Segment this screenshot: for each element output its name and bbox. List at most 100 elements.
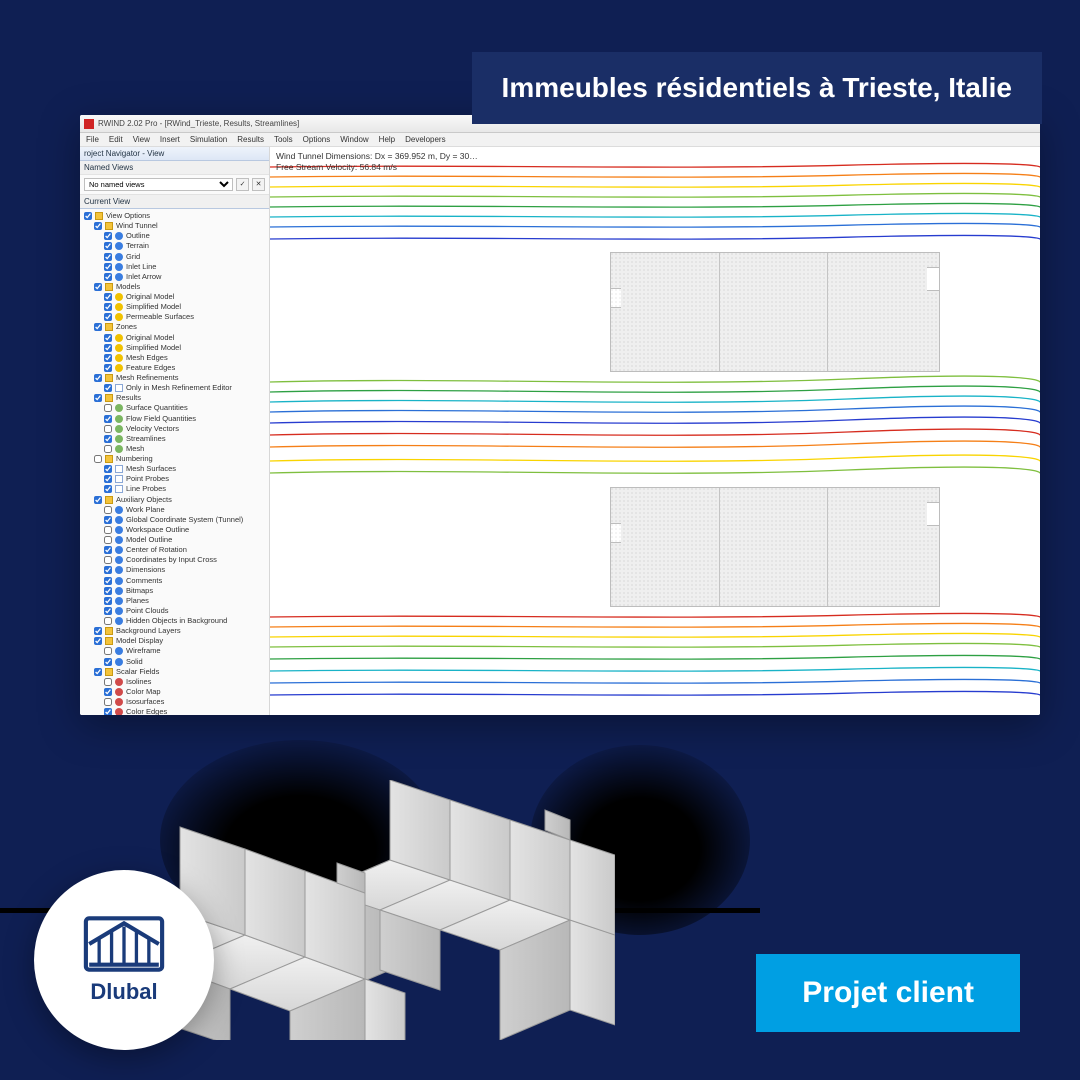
- tree-item[interactable]: Velocity Vectors: [84, 424, 267, 434]
- menu-simulation[interactable]: Simulation: [190, 135, 227, 144]
- tree-checkbox[interactable]: [104, 485, 112, 493]
- tree-checkbox[interactable]: [104, 546, 112, 554]
- menu-options[interactable]: Options: [303, 135, 331, 144]
- tree-item[interactable]: Inlet Line: [84, 262, 267, 272]
- tree-item[interactable]: Streamlines: [84, 434, 267, 444]
- tree-checkbox[interactable]: [104, 334, 112, 342]
- tree-checkbox[interactable]: [104, 232, 112, 240]
- tree-checkbox[interactable]: [94, 637, 102, 645]
- tree-item[interactable]: Workspace Outline: [84, 525, 267, 535]
- tree-item[interactable]: Mesh Surfaces: [84, 464, 267, 474]
- tree-checkbox[interactable]: [104, 526, 112, 534]
- cta-button[interactable]: Projet client: [756, 954, 1020, 1032]
- tree-checkbox[interactable]: [104, 506, 112, 514]
- menu-view[interactable]: View: [133, 135, 150, 144]
- tree-checkbox[interactable]: [104, 536, 112, 544]
- tree-checkbox[interactable]: [104, 556, 112, 564]
- named-views-delete-button[interactable]: ✕: [252, 178, 265, 191]
- tree-checkbox[interactable]: [84, 212, 92, 220]
- tree-checkbox[interactable]: [104, 313, 112, 321]
- tree-item[interactable]: Model Outline: [84, 535, 267, 545]
- tree-item[interactable]: Point Clouds: [84, 606, 267, 616]
- tree-item[interactable]: Simplified Model: [84, 343, 267, 353]
- tree-checkbox[interactable]: [104, 384, 112, 392]
- tree-checkbox[interactable]: [104, 253, 112, 261]
- tree-item[interactable]: Feature Edges: [84, 363, 267, 373]
- menu-tools[interactable]: Tools: [274, 135, 293, 144]
- tree-checkbox[interactable]: [94, 627, 102, 635]
- menu-window[interactable]: Window: [340, 135, 368, 144]
- tree-item[interactable]: Mesh Edges: [84, 353, 267, 363]
- tree-item[interactable]: Mesh: [84, 444, 267, 454]
- tree-item[interactable]: Background Layers: [84, 626, 267, 636]
- tree-checkbox[interactable]: [104, 516, 112, 524]
- tree-checkbox[interactable]: [94, 283, 102, 291]
- tree-checkbox[interactable]: [104, 273, 112, 281]
- tree-checkbox[interactable]: [104, 425, 112, 433]
- menu-developers[interactable]: Developers: [405, 135, 445, 144]
- viewport[interactable]: Wind Tunnel Dimensions: Dx = 369.952 m, …: [270, 147, 1040, 715]
- tree-checkbox[interactable]: [104, 293, 112, 301]
- tree-item[interactable]: Numbering: [84, 454, 267, 464]
- tree-item[interactable]: Model Display: [84, 636, 267, 646]
- named-views-save-button[interactable]: ✓: [236, 178, 249, 191]
- tree-item[interactable]: Permeable Surfaces: [84, 312, 267, 322]
- tree-checkbox[interactable]: [94, 222, 102, 230]
- tree-checkbox[interactable]: [104, 303, 112, 311]
- tree-item[interactable]: Wind Tunnel: [84, 221, 267, 231]
- tree-item[interactable]: Wireframe: [84, 646, 267, 656]
- tree-item[interactable]: Comments: [84, 576, 267, 586]
- tree-item[interactable]: Auxiliary Objects: [84, 495, 267, 505]
- tree-checkbox[interactable]: [104, 587, 112, 595]
- tree-item[interactable]: Original Model: [84, 292, 267, 302]
- tree-checkbox[interactable]: [94, 496, 102, 504]
- tree-item[interactable]: Global Coordinate System (Tunnel): [84, 515, 267, 525]
- tree-checkbox[interactable]: [104, 242, 112, 250]
- tree-item[interactable]: Solid: [84, 657, 267, 667]
- tree-item[interactable]: Hidden Objects in Background: [84, 616, 267, 626]
- tree-checkbox[interactable]: [104, 364, 112, 372]
- tree-checkbox[interactable]: [104, 647, 112, 655]
- tree-item[interactable]: Flow Field Quantities: [84, 414, 267, 424]
- tree-checkbox[interactable]: [104, 566, 112, 574]
- menu-help[interactable]: Help: [379, 135, 395, 144]
- tree-item[interactable]: Outline: [84, 231, 267, 241]
- menu-file[interactable]: File: [86, 135, 99, 144]
- tree-item[interactable]: Models: [84, 282, 267, 292]
- tree-item[interactable]: Simplified Model: [84, 302, 267, 312]
- tree-checkbox[interactable]: [104, 404, 112, 412]
- tree-checkbox[interactable]: [94, 323, 102, 331]
- tree-item[interactable]: Inlet Arrow: [84, 272, 267, 282]
- tree-item[interactable]: Terrain: [84, 241, 267, 251]
- tree-checkbox[interactable]: [94, 455, 102, 463]
- tree-item[interactable]: Work Plane: [84, 505, 267, 515]
- tree-checkbox[interactable]: [104, 344, 112, 352]
- tree-item[interactable]: Point Probes: [84, 474, 267, 484]
- tree-checkbox[interactable]: [94, 374, 102, 382]
- tree-item[interactable]: Bitmaps: [84, 586, 267, 596]
- tree-item[interactable]: Grid: [84, 252, 267, 262]
- tree-item[interactable]: Center of Rotation: [84, 545, 267, 555]
- tree-item[interactable]: Original Model: [84, 333, 267, 343]
- tree-checkbox[interactable]: [104, 658, 112, 666]
- tree-item[interactable]: Only in Mesh Refinement Editor: [84, 383, 267, 393]
- tree-item[interactable]: Surface Quantities: [84, 403, 267, 413]
- tree-item[interactable]: Mesh Refinements: [84, 373, 267, 383]
- tree-item[interactable]: Line Probes: [84, 484, 267, 494]
- tree-checkbox[interactable]: [104, 435, 112, 443]
- named-views-select[interactable]: No named views: [84, 178, 233, 191]
- tree-checkbox[interactable]: [94, 394, 102, 402]
- tree-checkbox[interactable]: [104, 465, 112, 473]
- tree-checkbox[interactable]: [104, 263, 112, 271]
- tree-item[interactable]: Coordinates by Input Cross: [84, 555, 267, 565]
- tree-checkbox[interactable]: [104, 577, 112, 585]
- tree-item[interactable]: Planes: [84, 596, 267, 606]
- tree-checkbox[interactable]: [104, 597, 112, 605]
- tree-checkbox[interactable]: [104, 475, 112, 483]
- tree-item[interactable]: View Options: [84, 211, 267, 221]
- tree-item[interactable]: Zones: [84, 322, 267, 332]
- tree-checkbox[interactable]: [104, 617, 112, 625]
- tree-checkbox[interactable]: [104, 354, 112, 362]
- tree-checkbox[interactable]: [104, 415, 112, 423]
- tree-item[interactable]: Results: [84, 393, 267, 403]
